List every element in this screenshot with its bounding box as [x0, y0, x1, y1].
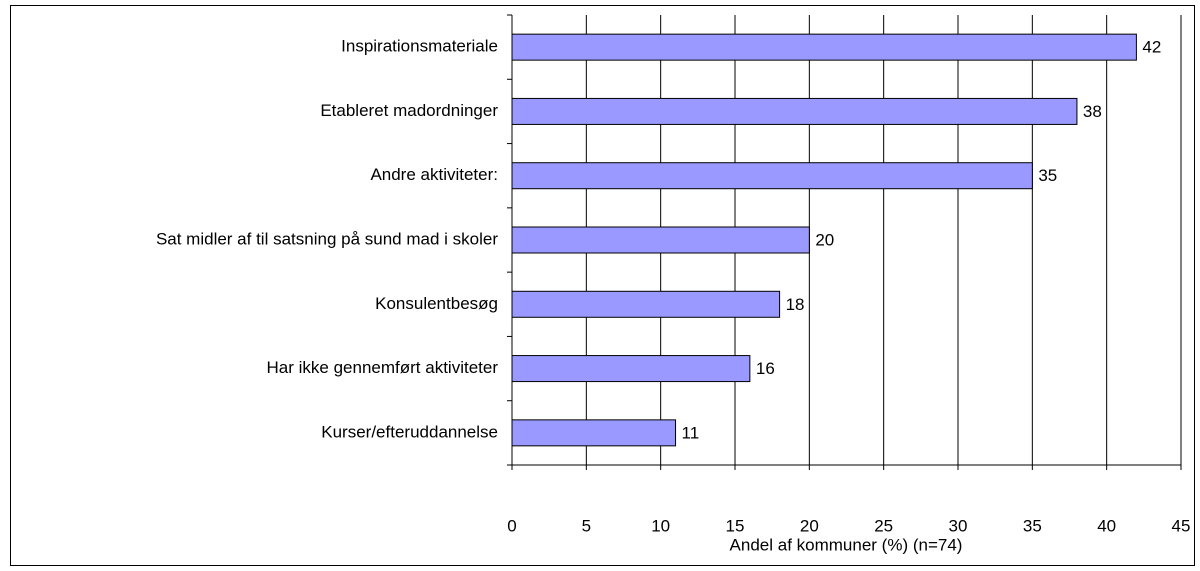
y-tick-label: Konsulentbesøg	[375, 294, 498, 313]
y-tick-label: Inspirationsmateriale	[341, 37, 498, 56]
y-tick-label: Etableret madordninger	[320, 101, 498, 120]
y-tick-label: Sat midler af til satsning på sund mad i…	[156, 229, 498, 248]
y-tick-label: Andre aktiviteter:	[370, 165, 498, 184]
bar	[511, 226, 810, 254]
x-tick-label: 35	[1023, 516, 1042, 535]
bar	[511, 290, 781, 318]
data-label: 35	[1038, 166, 1057, 185]
bar	[511, 33, 1137, 61]
x-tick-label: 40	[1097, 516, 1116, 535]
bar	[511, 419, 677, 447]
x-tick-label: 0	[507, 516, 516, 535]
data-label: 18	[786, 295, 805, 314]
data-label: 20	[815, 230, 834, 249]
x-tick-label: 10	[651, 516, 670, 535]
bar	[511, 162, 1033, 190]
x-tick-label: 25	[874, 516, 893, 535]
x-tick-label: 45	[1172, 516, 1191, 535]
data-label: 42	[1142, 38, 1161, 57]
data-label: 16	[756, 359, 775, 378]
x-tick-label: 30	[949, 516, 968, 535]
x-tick-label: 20	[800, 516, 819, 535]
y-tick-label: Kurser/efteruddannelse	[321, 422, 498, 441]
x-tick-label: 15	[726, 516, 745, 535]
bar	[511, 97, 1078, 125]
x-tick-label: 5	[582, 516, 591, 535]
chart-frame	[10, 5, 1195, 566]
y-tick-label: Har ikke gennemført aktiviteter	[267, 358, 499, 377]
data-label: 11	[682, 423, 700, 442]
data-label: 38	[1083, 102, 1102, 121]
bar	[511, 355, 751, 383]
x-axis-title: Andel af kommuner (%) (n=74)	[730, 535, 963, 554]
